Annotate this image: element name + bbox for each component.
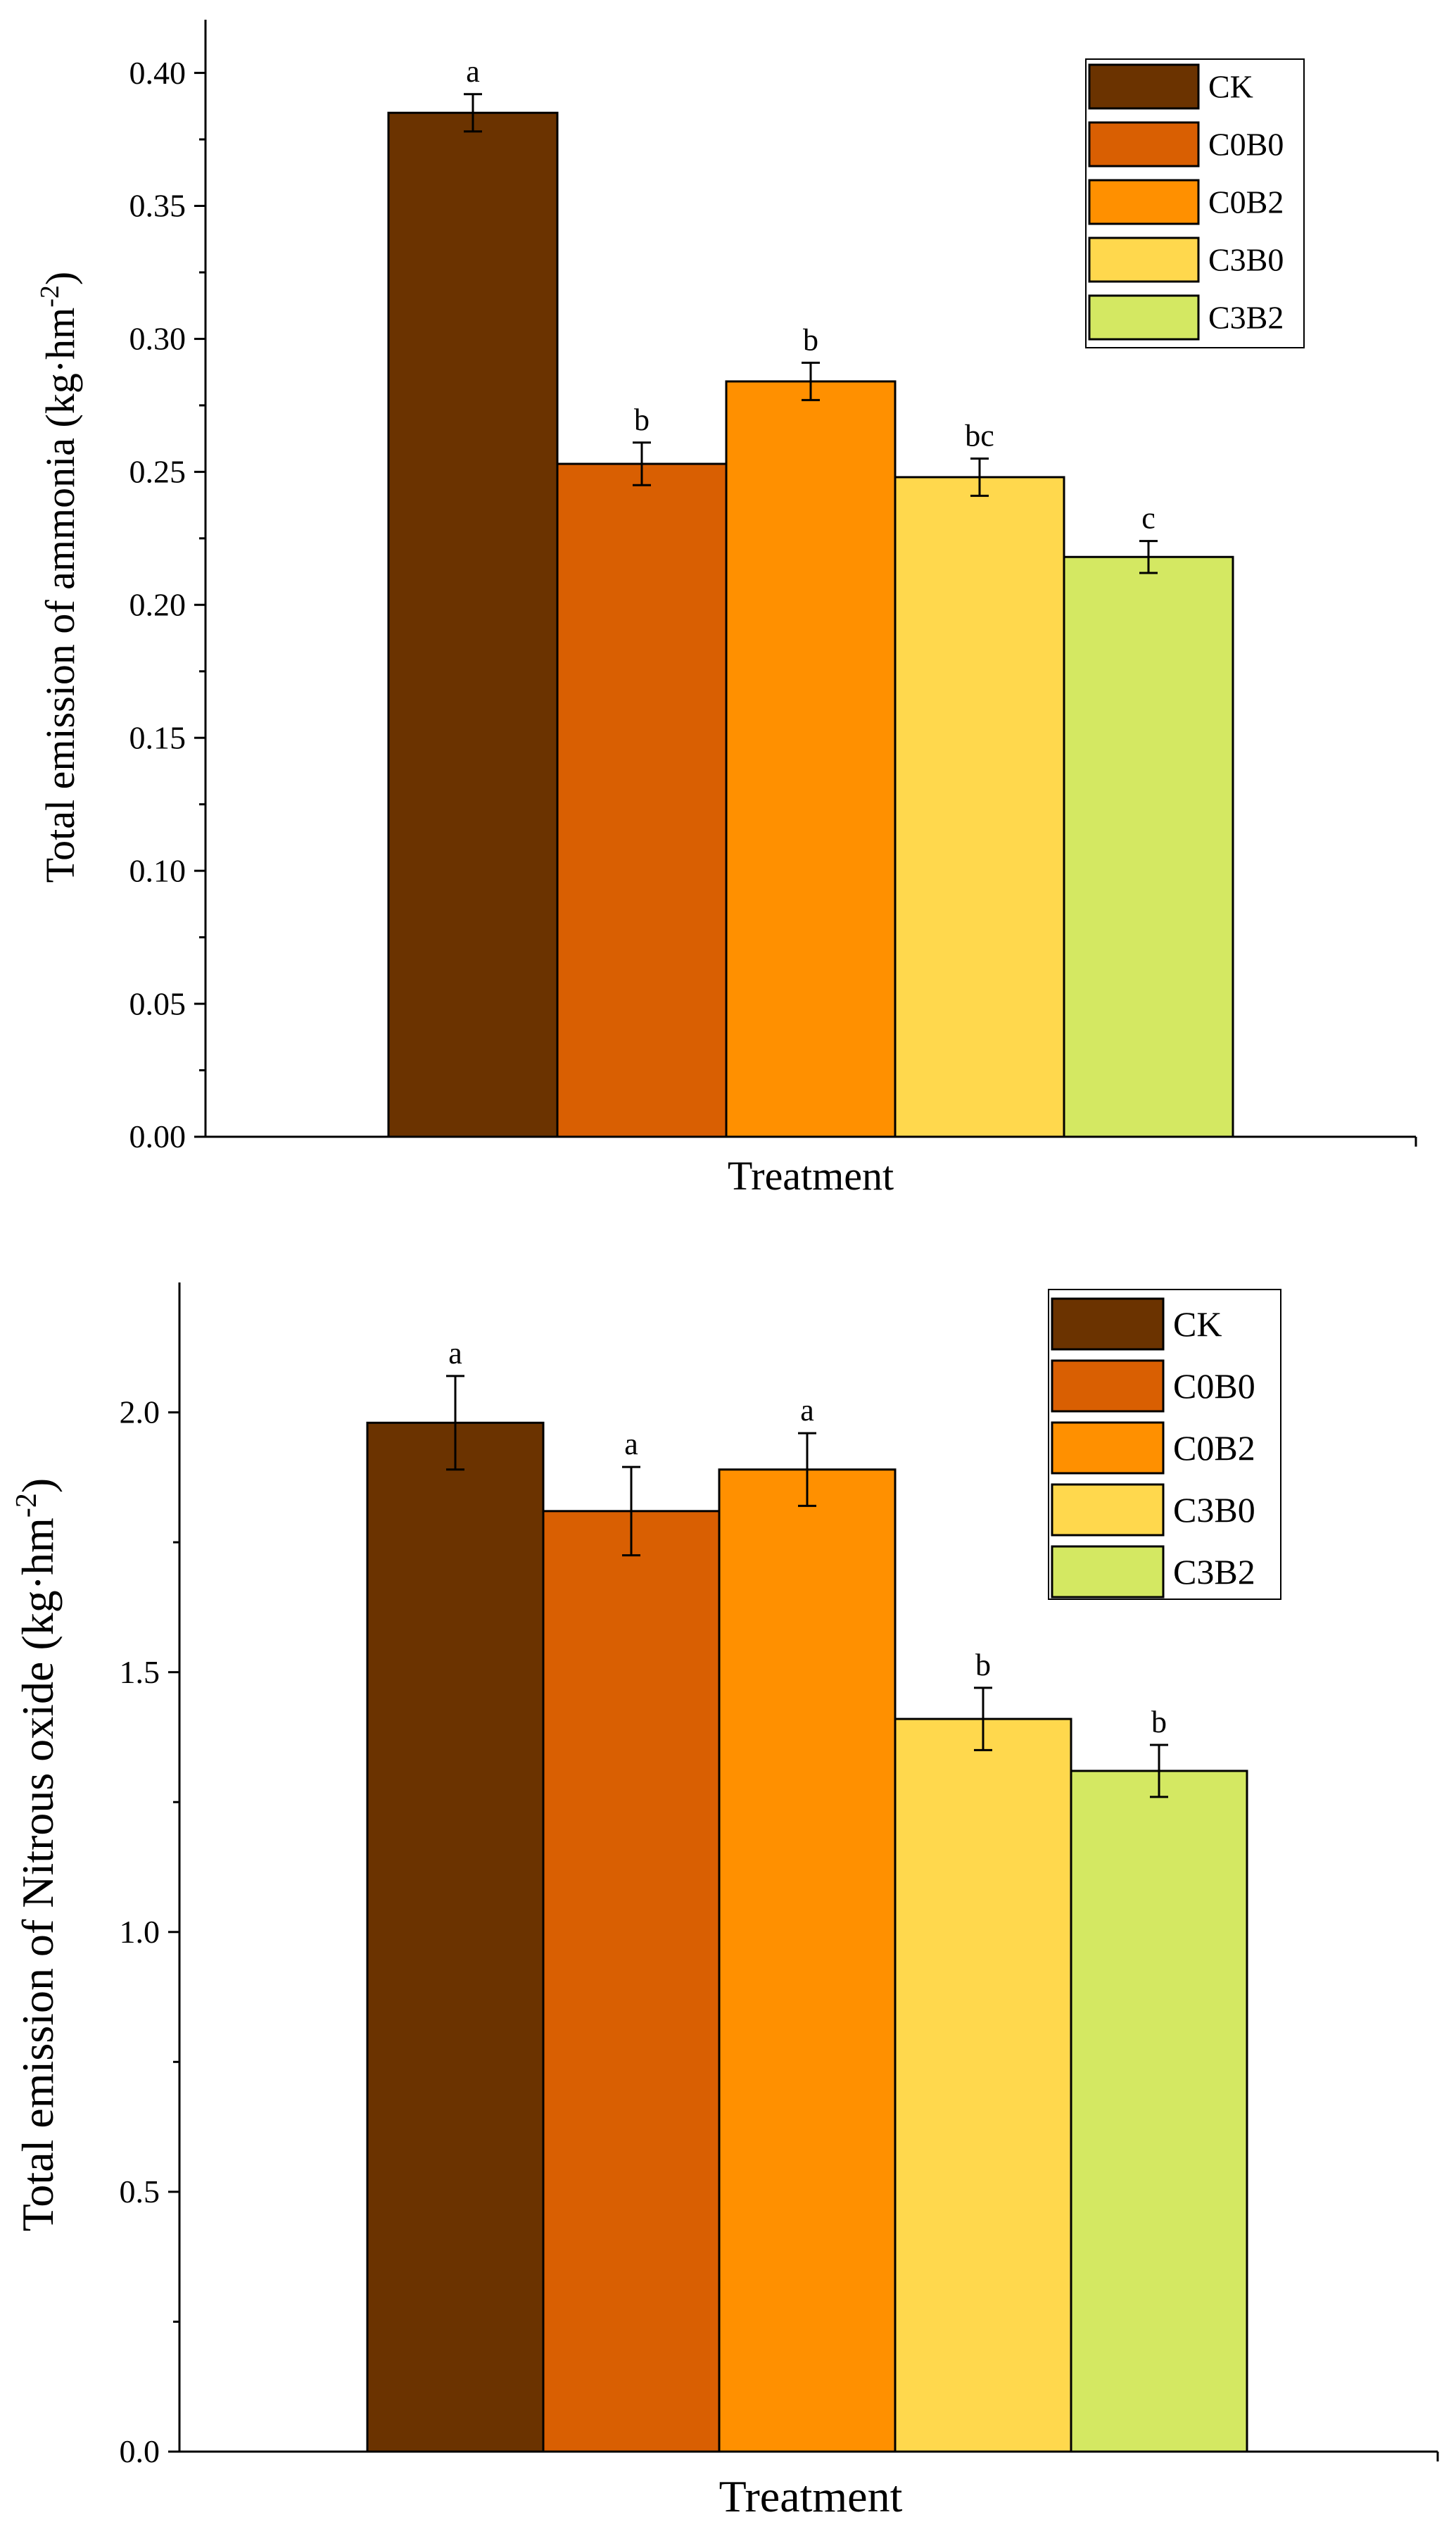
ammonia-error-bar-c0b2 [802,361,820,401]
nitrous-oxide-legend-label-c3b0: C3B0 [1173,1490,1255,1530]
nitrous-oxide-error-bar-c3b2 [1150,1744,1168,1798]
ammonia-bar-c3b2 [1063,555,1234,1138]
nitrous-oxide-error-bar-c3b0 [974,1686,992,1751]
ammonia-error-bars [464,93,1158,574]
ammonia-y-tick-label: 0.40 [129,55,186,91]
nitrous-oxide-bar-c3b2 [1070,1770,1248,2453]
nitrous-oxide-legend-swatch-c3b0 [1051,1483,1165,1537]
ammonia-bar-c0b2 [725,380,897,1138]
nitrous-oxide-y-tick-label: 0.5 [120,2174,160,2209]
nitrous-oxide-legend-label-c3b2: C3B2 [1173,1552,1255,1591]
ammonia-y-tick-label: 0.35 [129,188,186,224]
ammonia-significance-letter: c [1141,501,1156,536]
ammonia-error-bar-c3b2 [1139,540,1158,574]
nitrous-oxide-legend: CK C0B0 C0B2 C3B0 C3B2 [1048,1289,1281,1600]
ammonia-significance-letter: bc [965,418,994,453]
nitrous-oxide-significance-letter: a [800,1393,814,1427]
ammonia-significance-letter: b [634,403,650,437]
ammonia-legend-swatch-c3b2 [1088,294,1200,341]
ammonia-legend-label-c0b2: C0B2 [1208,184,1284,220]
nitrous-oxide-error-bar-c0b0 [622,1465,640,1557]
nitrous-oxide-legend-swatch-c0b2 [1051,1421,1165,1475]
nitrous-oxide-bar-c3b0 [894,1717,1072,2453]
ammonia-error-bar-ck [464,93,482,133]
nitrous-oxide-legend-label-ck: CK [1173,1304,1222,1344]
nitrous-oxide-y-axis-label: Total emission of Nitrous oxide (kg·hm-2… [11,1478,63,2231]
ammonia-y-tick-label: 0.15 [129,719,186,755]
ammonia-y-axis-label-sup: -2 [35,285,65,308]
nitrous-oxide-bar-c0b0 [542,1510,721,2453]
nitrous-oxide-y-axis-label-sup: -2 [11,1493,43,1518]
ammonia-y-ticks: 0.00 0.05 0.10 0.15 0.20 0.25 0.30 0.35 0.40 [129,55,205,1154]
ammonia-error-bar-c0b0 [633,441,651,486]
nitrous-oxide-error-bar-ck [446,1375,464,1471]
nitrous-oxide-y-tick-label: 1.0 [120,1914,160,1950]
ammonia-legend-label-c3b0: C3B0 [1208,242,1284,278]
nitrous-oxide-y-tick-label: 0.0 [120,2433,160,2469]
ammonia-bar-ck [387,111,559,1138]
nitrous-oxide-chart: a a a b b 0.0 0.5 1.0 1.5 2.0 Treatment Total em… [11,1282,1439,2521]
ammonia-significance-letters: a b b bc c [466,54,1156,536]
nitrous-oxide-significance-letter: a [448,1336,462,1370]
ammonia-legend-swatch-ck [1088,63,1200,110]
ammonia-legend-label-c0b0: C0B0 [1208,127,1284,163]
nitrous-oxide-significance-letter: a [624,1427,638,1461]
ammonia-legend-label-c3b2: C3B2 [1208,300,1284,336]
ammonia-x-axis-label: Treatment [728,1153,894,1199]
nitrous-oxide-y-axis-label-main: Total emission of Nitrous oxide (kg·hm [13,1518,63,2231]
nitrous-oxide-error-bar-c0b2 [798,1432,816,1507]
nitrous-oxide-bar-c0b2 [718,1468,897,2453]
ammonia-y-tick-label: 0.00 [129,1118,186,1154]
ammonia-y-tick-label: 0.05 [129,985,186,1021]
ammonia-y-tick-label: 0.20 [129,586,186,622]
nitrous-oxide-y-tick-label: 1.5 [120,1654,160,1690]
ammonia-y-axis-label: Total emission of ammonia (kg·hm-2) [35,272,83,883]
nitrous-oxide-bar-ck [366,1421,545,2453]
nitrous-oxide-error-bars [446,1375,1168,1798]
ammonia-significance-letter: b [803,322,818,357]
ammonia-y-axis-label-main: Total emission of ammonia (kg·hm [37,308,83,883]
ammonia-error-bar-c3b0 [970,457,989,497]
nitrous-oxide-y-ticks: 0.0 0.5 1.0 1.5 2.0 [120,1394,179,2469]
nitrous-oxide-significance-letters: a a a b b [448,1336,1167,1739]
nitrous-oxide-y-tick-label: 2.0 [120,1394,160,1430]
ammonia-legend: CK C0B0 C0B2 C3B0 C3B2 [1085,58,1305,348]
nitrous-oxide-significance-letter: b [975,1648,991,1682]
ammonia-legend-swatch-c3b0 [1088,237,1200,283]
ammonia-y-tick-label: 0.30 [129,321,186,357]
ammonia-significance-letter: a [466,54,480,89]
ammonia-y-tick-label: 0.25 [129,454,186,490]
nitrous-oxide-legend-swatch-c3b2 [1051,1545,1165,1599]
ammonia-bar-c3b0 [894,476,1065,1138]
nitrous-oxide-legend-swatch-ck [1051,1297,1165,1351]
ammonia-legend-swatch-c0b0 [1088,121,1200,168]
nitrous-oxide-legend-label-c0b0: C0B0 [1173,1366,1255,1406]
ammonia-legend-swatch-c0b2 [1088,179,1200,225]
ammonia-legend-label-ck: CK [1208,69,1253,105]
ammonia-y-axis-label-close: ) [37,272,83,285]
nitrous-oxide-x-axis-label: Treatment [719,2471,903,2521]
nitrous-oxide-legend-label-c0b2: C0B2 [1173,1428,1255,1468]
nitrous-oxide-significance-letter: b [1151,1705,1167,1739]
ammonia-bar-c0b0 [556,462,728,1138]
nitrous-oxide-bars [366,1421,1248,2453]
nitrous-oxide-y-axis-label-close: ) [13,1478,63,1493]
ammonia-y-tick-label: 0.10 [129,852,186,888]
ammonia-bars [387,111,1234,1138]
nitrous-oxide-legend-swatch-c0b0 [1051,1359,1165,1413]
